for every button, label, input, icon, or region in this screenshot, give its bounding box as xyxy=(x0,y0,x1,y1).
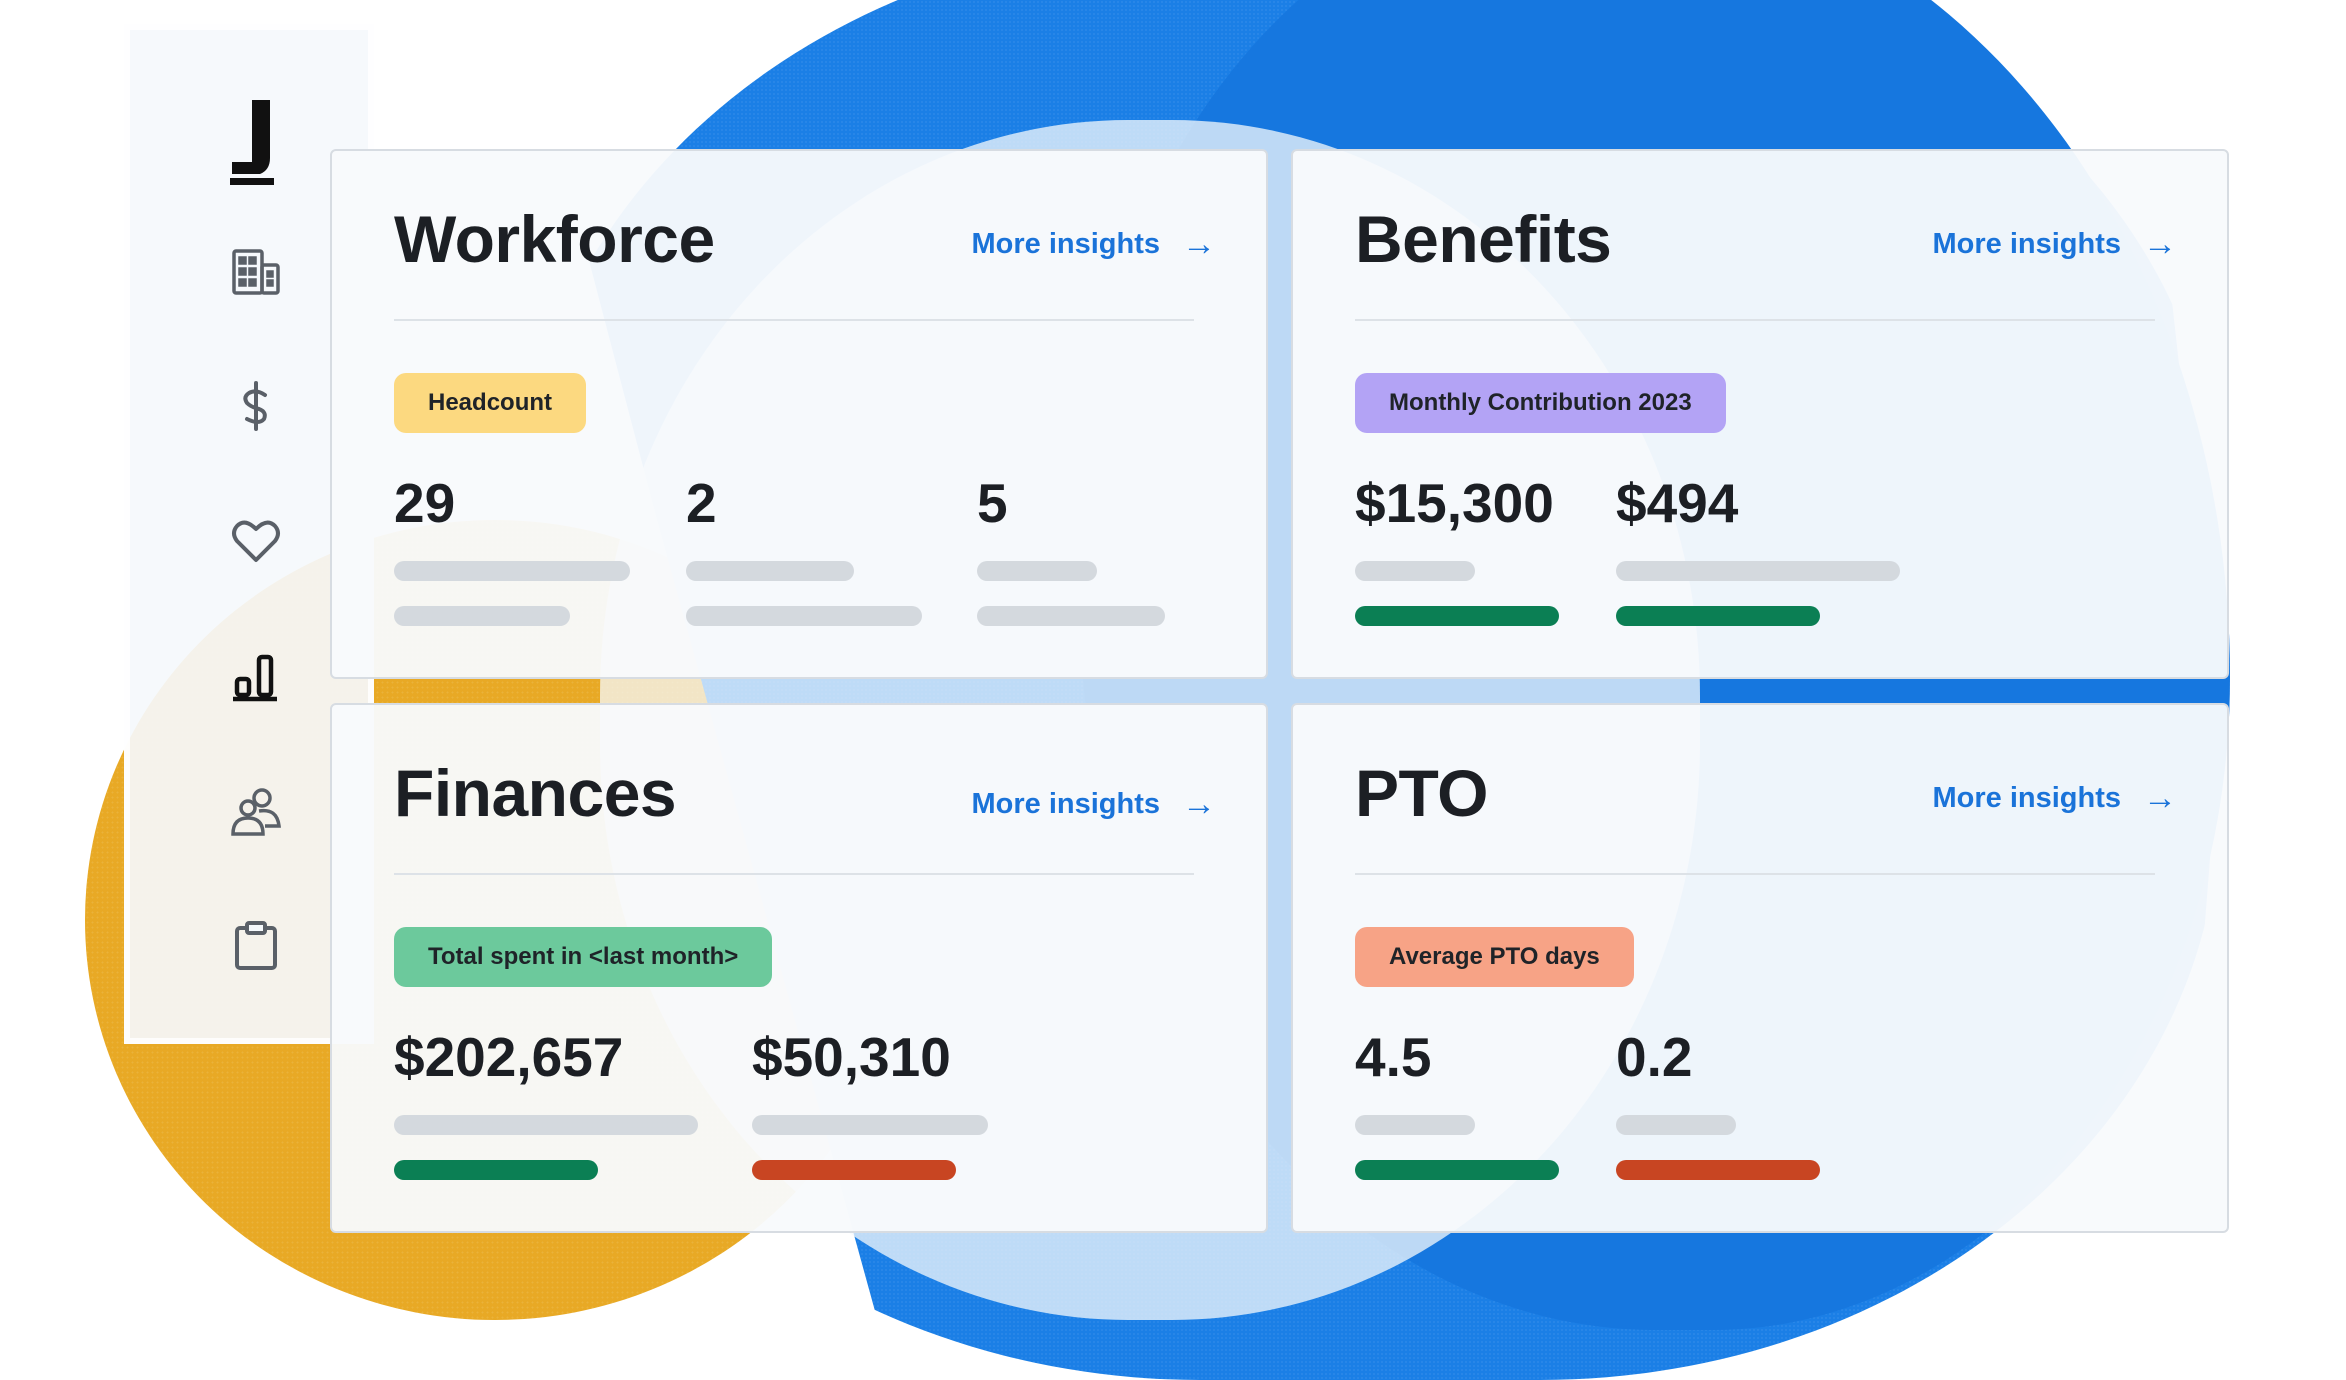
placeholder-bar xyxy=(977,561,1097,581)
stat-value: $494 xyxy=(1616,472,1739,534)
benefits-card: Benefits More insights → Monthly Contrib… xyxy=(1291,149,2229,679)
bar-chart-icon[interactable] xyxy=(226,646,286,706)
clipboard-icon[interactable] xyxy=(226,916,286,976)
positive-bar xyxy=(1355,1160,1559,1180)
positive-bar xyxy=(1355,606,1559,626)
finances-card: Finances More insights → Total spent in … xyxy=(330,703,1268,1233)
dollar-icon[interactable] xyxy=(226,376,286,436)
workforce-card: Workforce More insights → Headcount 29 2… xyxy=(330,149,1268,679)
card-title: Benefits xyxy=(1355,202,1612,276)
divider xyxy=(1355,319,2155,321)
monthly-contribution-badge: Monthly Contribution 2023 xyxy=(1355,373,1726,433)
arrow-right-icon: → xyxy=(1182,225,1216,263)
placeholder-bar xyxy=(1355,561,1475,581)
positive-bar xyxy=(394,1160,598,1180)
more-insights-label: More insights xyxy=(1932,227,2121,260)
stat-value: $202,657 xyxy=(394,1026,624,1088)
heart-icon[interactable] xyxy=(226,511,286,571)
headcount-badge: Headcount xyxy=(394,373,587,433)
negative-bar xyxy=(1616,1160,1820,1180)
logo-icon[interactable] xyxy=(230,100,280,186)
stat-value: $15,300 xyxy=(1355,472,1554,534)
stat-value: 2 xyxy=(686,472,717,534)
more-insights-label: More insights xyxy=(971,787,1160,820)
stat-value: 5 xyxy=(977,472,1008,534)
placeholder-bar xyxy=(394,1115,698,1135)
placeholder-bar xyxy=(1616,1115,1736,1135)
divider xyxy=(394,873,1194,875)
divider xyxy=(1355,873,2155,875)
stat-value: 29 xyxy=(394,472,456,534)
more-insights-link[interactable]: More insights → xyxy=(1932,227,2177,261)
stat-value: 4.5 xyxy=(1355,1026,1432,1088)
negative-bar xyxy=(752,1160,956,1180)
arrow-right-icon: → xyxy=(1182,785,1216,823)
people-icon[interactable] xyxy=(226,781,286,841)
divider xyxy=(394,319,1194,321)
more-insights-link[interactable]: More insights → xyxy=(1932,781,2177,815)
pto-card: PTO More insights → Average PTO days 4.5… xyxy=(1291,703,2229,1233)
placeholder-bar xyxy=(977,606,1165,626)
placeholder-bar xyxy=(1355,1115,1475,1135)
more-insights-label: More insights xyxy=(971,227,1160,260)
placeholder-bar xyxy=(1616,561,1900,581)
more-insights-link[interactable]: More insights → xyxy=(971,787,1216,821)
card-title: PTO xyxy=(1355,756,1488,830)
card-title: Finances xyxy=(394,756,677,830)
stat-value: 0.2 xyxy=(1616,1026,1693,1088)
more-insights-link[interactable]: More insights → xyxy=(971,227,1216,261)
placeholder-bar xyxy=(394,561,630,581)
placeholder-bar xyxy=(686,561,854,581)
arrow-right-icon: → xyxy=(2143,225,2177,263)
card-title: Workforce xyxy=(394,202,715,276)
average-pto-badge: Average PTO days xyxy=(1355,927,1634,987)
total-spent-badge: Total spent in <last month> xyxy=(394,927,773,987)
arrow-right-icon: → xyxy=(2143,779,2177,817)
positive-bar xyxy=(1616,606,1820,626)
placeholder-bar xyxy=(752,1115,988,1135)
more-insights-label: More insights xyxy=(1932,781,2121,814)
building-icon[interactable] xyxy=(226,242,286,302)
stat-value: $50,310 xyxy=(752,1026,951,1088)
placeholder-bar xyxy=(394,606,570,626)
placeholder-bar xyxy=(686,606,922,626)
